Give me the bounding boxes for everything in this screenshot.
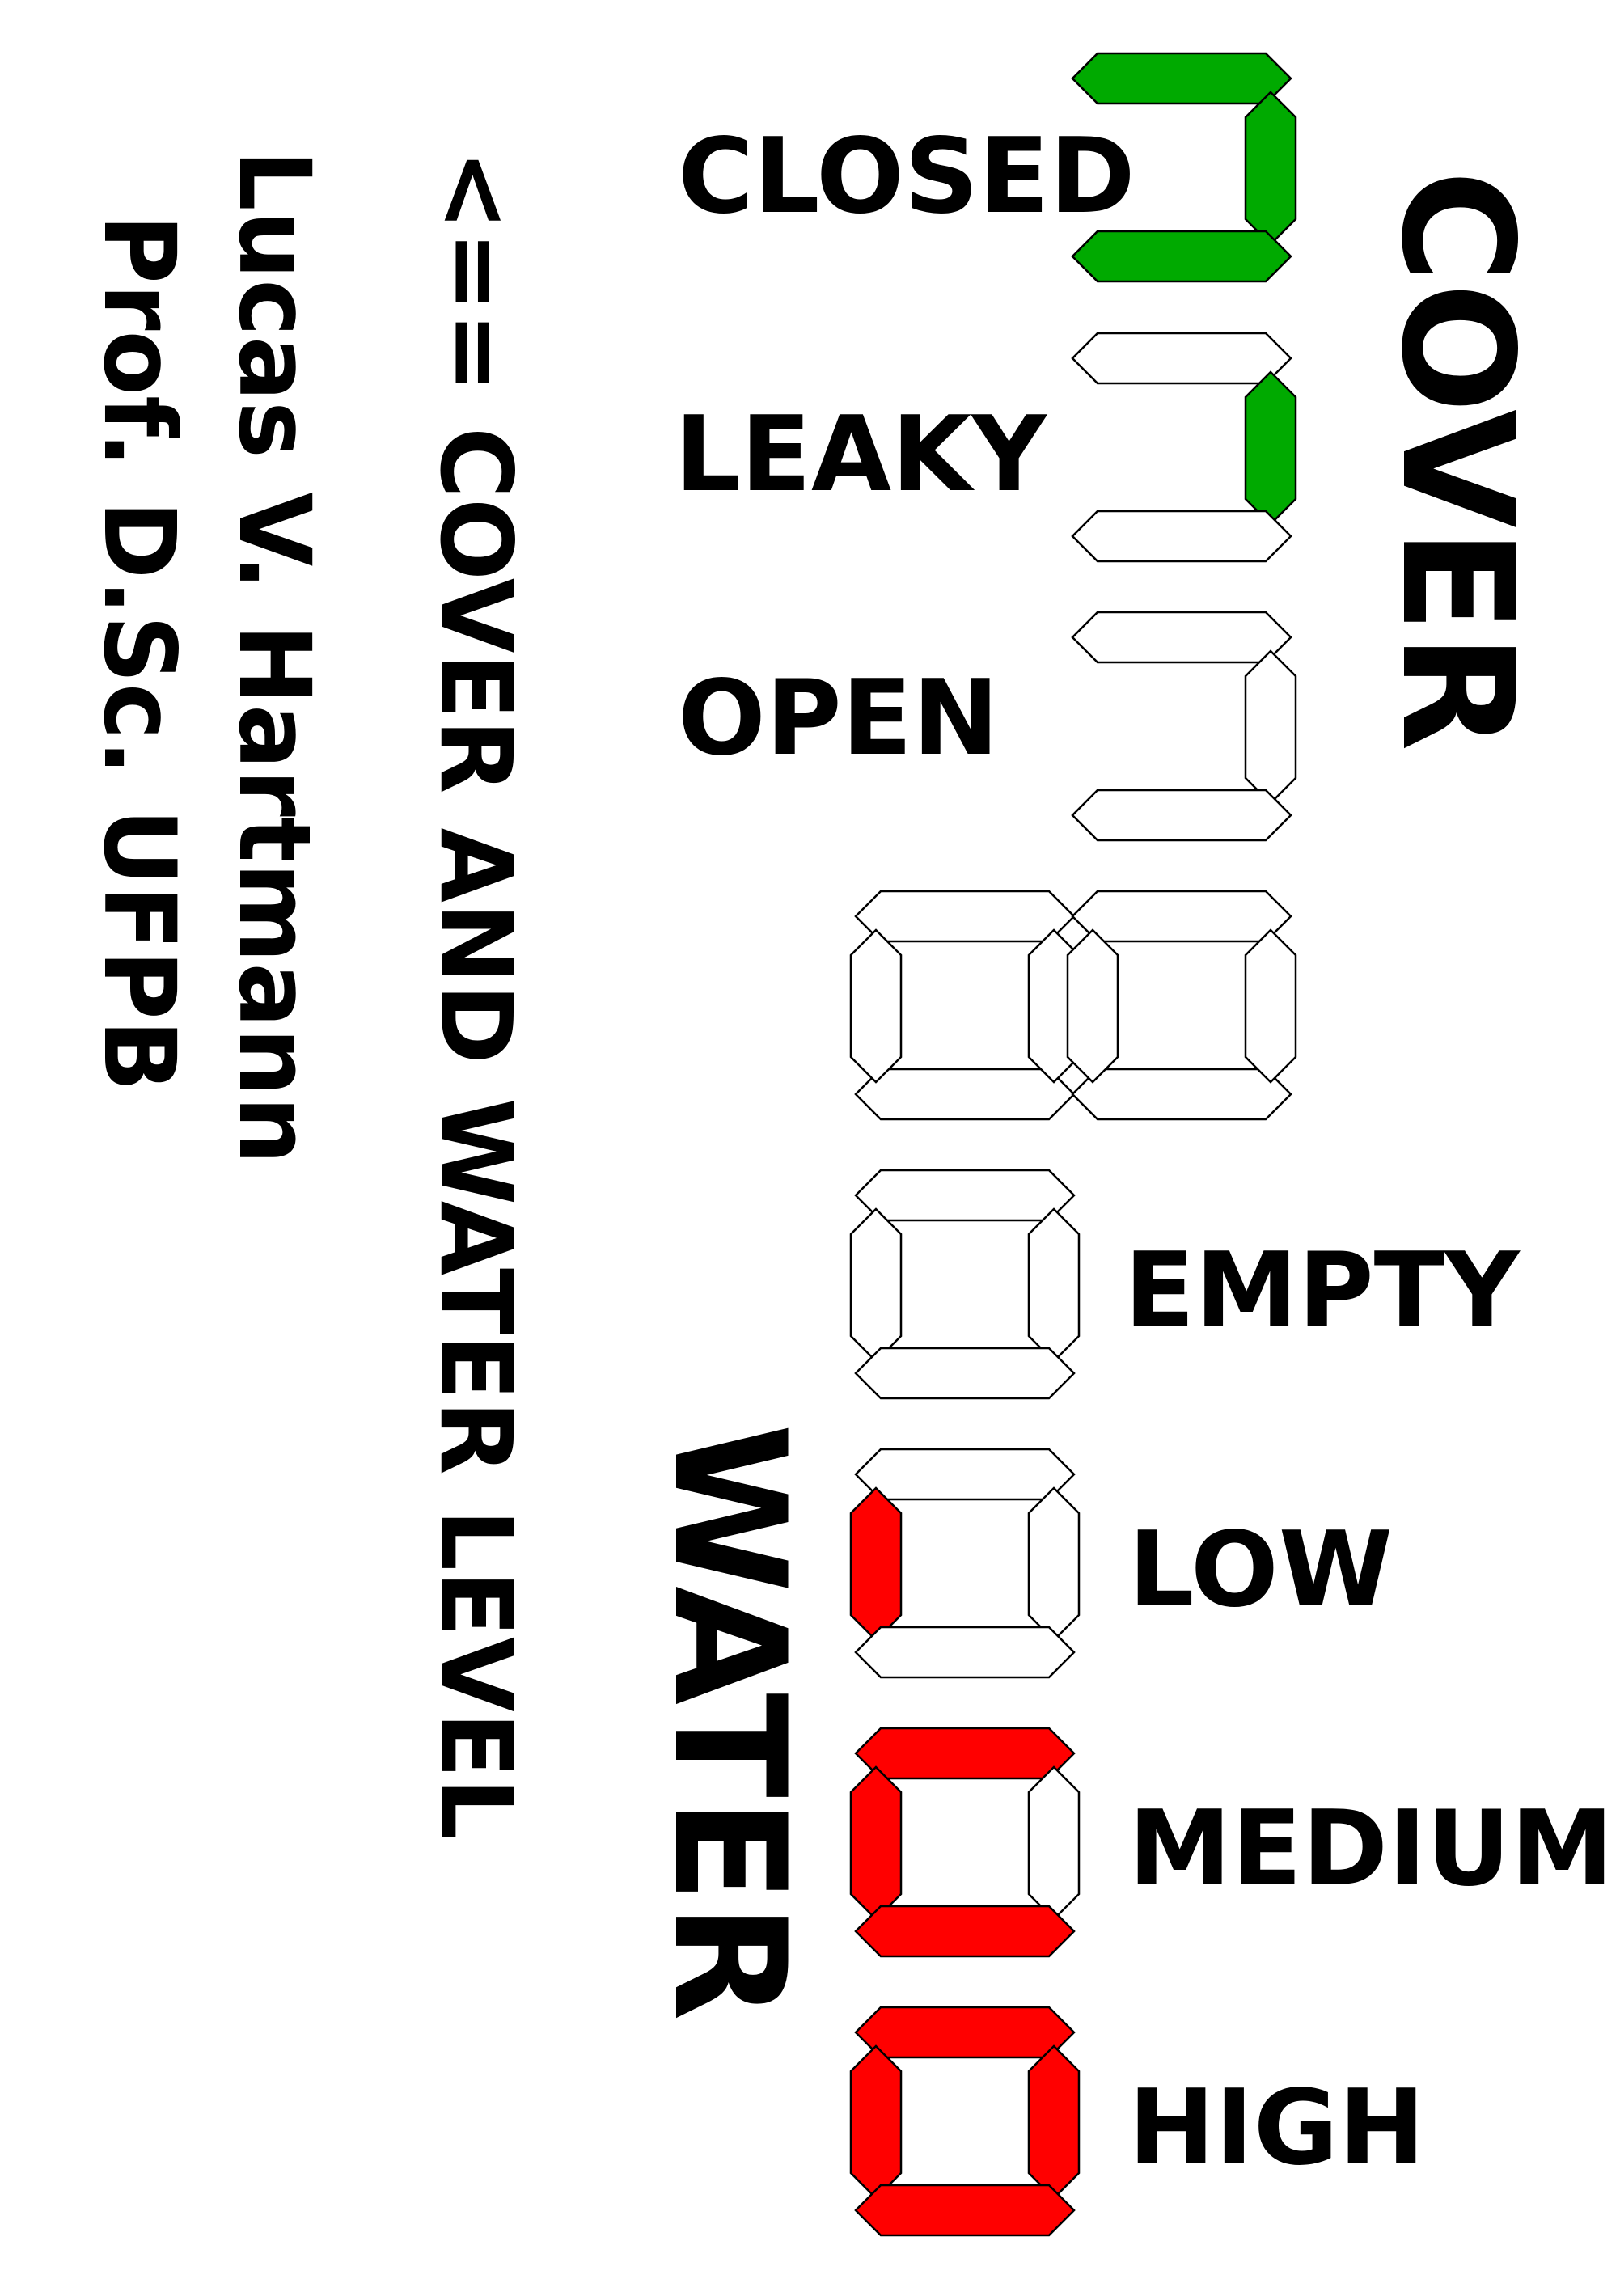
blank-digit-2-segment <box>1244 928 1297 1084</box>
cover-label-leaky: LEAKY <box>675 395 1047 515</box>
water-segment-left <box>849 1765 903 1921</box>
water-segment-top <box>854 2006 1076 2059</box>
water-segment-left <box>849 1207 903 1363</box>
water-segment-right <box>1027 1486 1081 1642</box>
cover-segment-top <box>1071 332 1292 385</box>
cover-title: COVER <box>1368 170 1546 751</box>
water-segment-right <box>1027 1207 1081 1363</box>
cover-segment-bottom <box>1071 510 1292 563</box>
cover-segment-top <box>1071 611 1292 664</box>
supervisor-name: Prof. D.Sc. UFPB <box>82 214 197 1092</box>
water-label-high: HIGH <box>1128 2068 1425 2188</box>
blank-digit-1-segment <box>854 1068 1076 1121</box>
water-segment-right <box>1027 2044 1081 2200</box>
water-segment-top <box>854 1448 1076 1501</box>
water-label-medium: MEDIUM <box>1128 1789 1614 1909</box>
main-title: <== COVER AND WATER LEVEL <box>418 150 533 1840</box>
seven-segment-digits <box>849 52 1297 2237</box>
cover-segment-right <box>1244 91 1297 246</box>
water-segment-bottom <box>854 1347 1076 1400</box>
blank-digit-2-segment <box>1066 928 1119 1084</box>
water-label-empty: EMPTY <box>1124 1231 1521 1351</box>
cover-label-closed: CLOSED <box>678 116 1136 237</box>
water-segment-bottom <box>854 2184 1076 2237</box>
water-segment-bottom <box>854 1626 1076 1679</box>
blank-digit-2-segment <box>1071 890 1292 943</box>
cover-segment-bottom <box>1071 230 1292 283</box>
author-name: Lucas V. Hartmann <box>217 150 332 1165</box>
water-title: WATER <box>640 1423 818 2021</box>
cover-segment-top <box>1071 52 1292 105</box>
blank-digit-2-segment <box>1071 1068 1292 1121</box>
blank-digit-1-segment <box>849 928 903 1084</box>
water-segment-left <box>849 1486 903 1642</box>
cover-segment-right <box>1244 370 1297 526</box>
water-segment-bottom <box>854 1905 1076 1958</box>
cover-label-open: OPEN <box>678 658 999 779</box>
water-segment-top <box>854 1727 1076 1780</box>
blank-digit-1-segment <box>854 890 1076 943</box>
water-label-low: LOW <box>1128 1510 1393 1630</box>
water-segment-left <box>849 2044 903 2200</box>
water-segment-top <box>854 1169 1076 1222</box>
cover-segment-right <box>1244 649 1297 805</box>
water-segment-right <box>1027 1765 1081 1921</box>
cover-segment-bottom <box>1071 789 1292 842</box>
